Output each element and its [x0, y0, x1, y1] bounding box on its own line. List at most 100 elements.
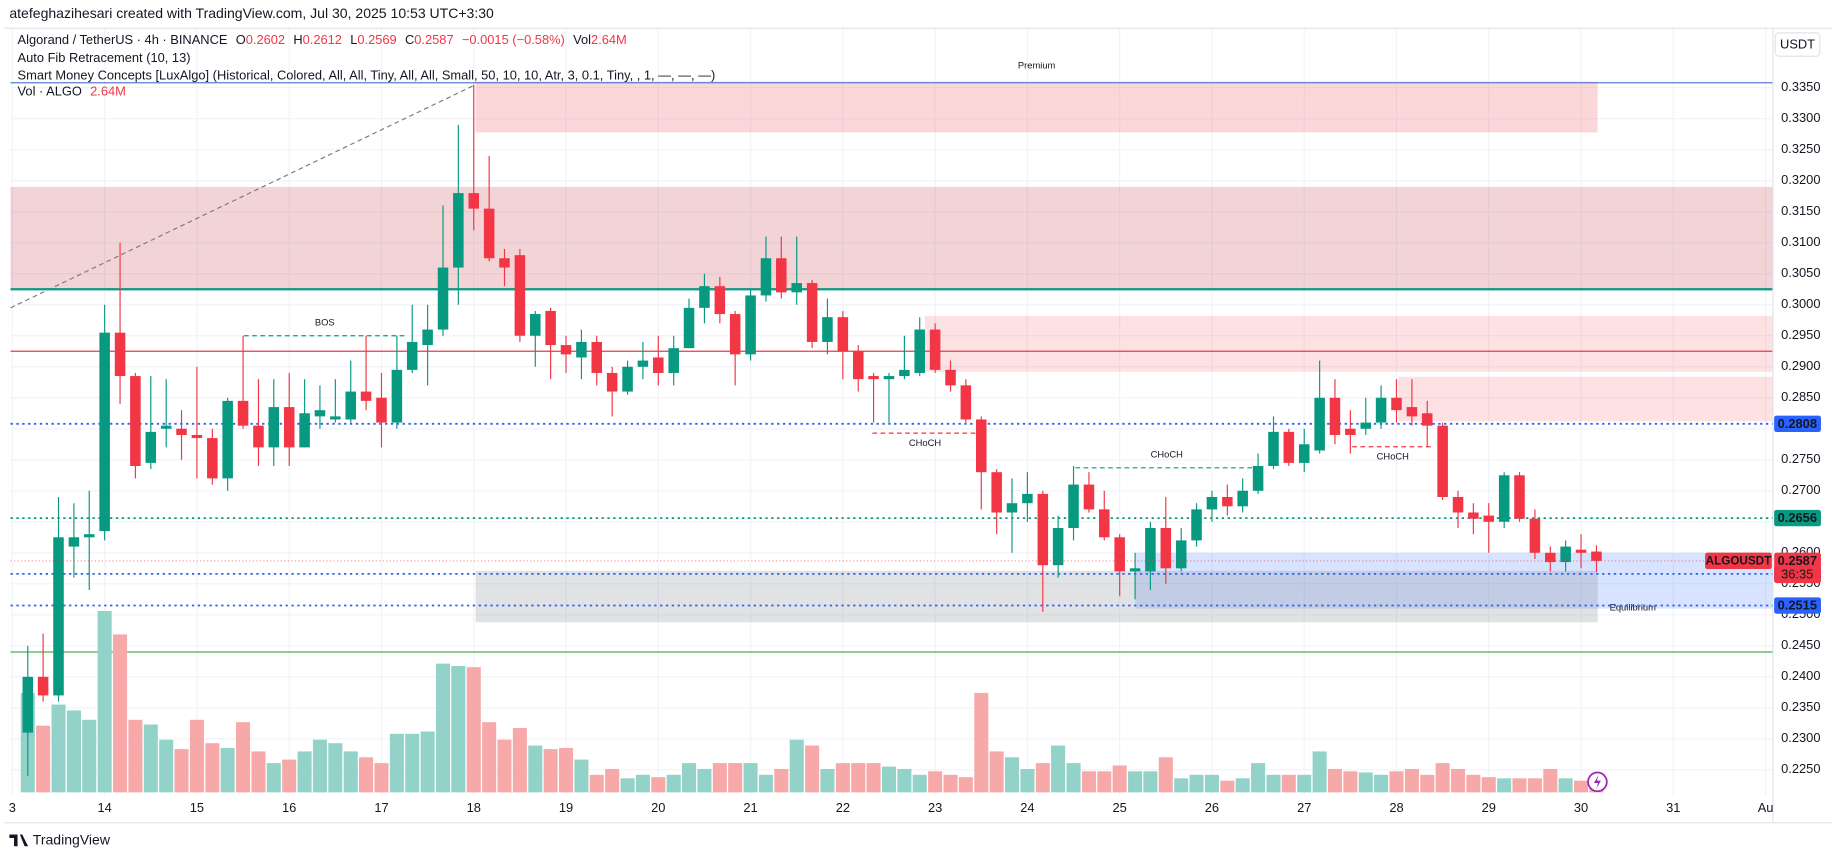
candle-body: [207, 438, 218, 479]
candle-body: [714, 286, 726, 315]
candle-body: [1006, 503, 1018, 513]
candle-body: [776, 258, 787, 293]
volume-bar: [482, 722, 497, 793]
volume-bar: [897, 768, 912, 793]
candle-body: [699, 286, 710, 308]
y-tick-label: 0.3250: [1781, 141, 1820, 156]
candle-body: [1083, 484, 1095, 510]
currency-button[interactable]: [1774, 32, 1821, 57]
candle-body: [1529, 518, 1541, 553]
volume-bar: [389, 733, 404, 793]
volume-bar: [512, 728, 527, 793]
close-value: 0.2587: [414, 32, 453, 47]
high-value: 0.2612: [303, 32, 342, 47]
indicator-volume[interactable]: Vol · ALGO 2.64M: [18, 84, 126, 99]
x-tick-label: 15: [190, 800, 204, 815]
x-tick-label: 25: [1113, 800, 1127, 815]
y-tick-label: 0.2750: [1781, 451, 1820, 466]
volume-bar: [881, 766, 897, 793]
candle-body: [130, 376, 141, 466]
volume-bar: [697, 768, 712, 793]
y-tick-label: 0.3300: [1781, 110, 1820, 125]
plot-area: Premium Equilibrium BOS CHoCH CHoCH CHoCH: [10, 28, 1773, 796]
candle-body: [1452, 496, 1464, 513]
volume-bar: [712, 763, 727, 793]
volume-bar: [374, 763, 389, 793]
y-tick-label: 0.3350: [1781, 79, 1820, 94]
candle-body: [237, 400, 249, 426]
candle-body: [453, 193, 464, 268]
level-label: 0.2808: [1778, 416, 1817, 431]
volume-bar: [574, 759, 589, 793]
volume-bar: [1004, 757, 1020, 793]
candle-body: [899, 369, 910, 377]
x-tick-label: 21: [743, 800, 757, 815]
candle-body: [653, 357, 664, 373]
volume-bar: [1451, 768, 1466, 793]
candle-body: [406, 341, 418, 370]
candle-body: [1437, 425, 1448, 497]
volume-bar: [1158, 757, 1173, 793]
volume-bar: [1312, 751, 1327, 793]
x-tick-label: 20: [651, 800, 665, 815]
candle-body: [1206, 496, 1218, 510]
volume-bar: [635, 774, 650, 793]
volume-bar: [1097, 771, 1112, 793]
candle-body: [1298, 444, 1310, 463]
volume-bar: [989, 751, 1004, 793]
candle-body: [468, 193, 480, 209]
volume-bar: [343, 751, 358, 793]
currency-label: USDT: [1780, 37, 1815, 52]
volume-bar: [1527, 778, 1542, 793]
logo-mark: [9, 834, 29, 847]
volume-bar: [758, 774, 774, 793]
volume-bar: [51, 704, 66, 793]
volume-bar: [528, 745, 543, 793]
candle-body: [499, 258, 510, 268]
alert-icon[interactable]: [1587, 771, 1608, 793]
x-tick-label: 26: [1205, 800, 1219, 815]
x-tick-label: 24: [1020, 800, 1034, 815]
candle-body: [1498, 475, 1510, 522]
structure-label: CHoCH: [909, 438, 941, 448]
volume-bar: [1374, 774, 1389, 793]
candle-body: [1268, 431, 1279, 466]
volume-bar: [174, 749, 189, 793]
close-label: C: [405, 32, 414, 47]
candle-body: [991, 472, 1002, 513]
x-tick-label: 28: [1389, 800, 1403, 815]
axes: 0.22500.23000.23500.24000.24500.25000.25…: [9, 79, 1821, 815]
y-tick-label: 0.2950: [1781, 327, 1820, 342]
level-label: 0.2656: [1778, 510, 1817, 525]
candle-body: [1560, 546, 1571, 563]
indicator-fib[interactable]: Auto Fib Retracement (10, 13): [18, 50, 191, 65]
volume-bar: [666, 774, 681, 793]
indicator-smc[interactable]: Smart Money Concepts [LuxAlgo] (Historic…: [18, 68, 716, 83]
candle-body: [1191, 509, 1202, 541]
candle-body: [745, 295, 756, 355]
candle-body: [299, 413, 310, 448]
volume-bar: [1358, 772, 1373, 793]
volume-bar: [1543, 768, 1558, 793]
volume-bar: [1204, 774, 1219, 793]
y-tick-label: 0.2300: [1781, 730, 1820, 745]
logo: TradingView: [9, 832, 111, 848]
x-tick-label: 3: [9, 800, 16, 815]
low-value: 0.2569: [357, 32, 396, 47]
candle-body: [606, 372, 618, 392]
volume-value: 2.64M: [90, 84, 126, 99]
candle-body: [1483, 515, 1495, 522]
candle-body: [729, 314, 741, 355]
candle-body: [514, 255, 526, 336]
volume-bar: [143, 724, 158, 793]
volume-bar: [1266, 774, 1281, 793]
candle-body: [591, 341, 603, 373]
candle-body: [1022, 493, 1033, 504]
volume-bar: [1035, 763, 1050, 793]
volume-bar: [651, 777, 666, 793]
volume-bar: [1066, 763, 1081, 793]
structure-label: CHoCH: [1151, 449, 1183, 459]
symbol: Algorand / TetherUS · 4h · BINANCE: [18, 32, 228, 47]
